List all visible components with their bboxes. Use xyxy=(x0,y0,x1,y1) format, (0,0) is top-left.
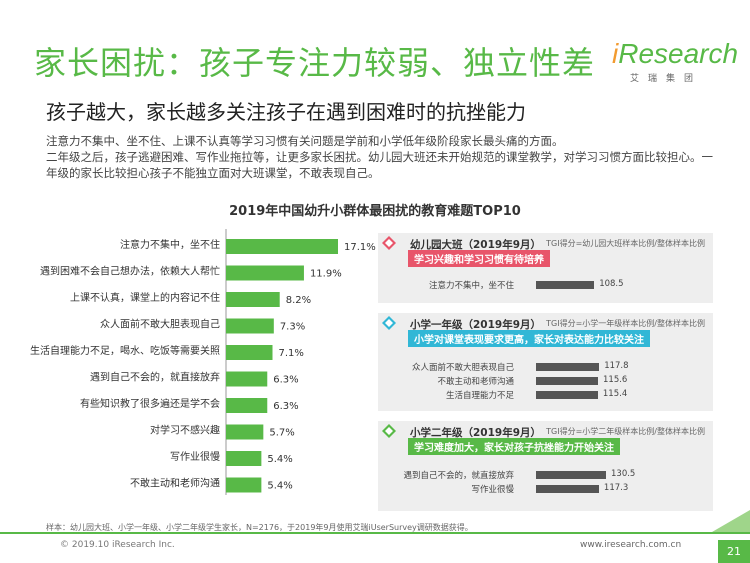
panel-tgi-formula: TGI得分=小学二年级样本比例/整体样本比例 xyxy=(546,427,705,436)
value-label: 5.4% xyxy=(267,481,292,492)
panel-row: 遇到自己不会的，就直接放弃 130.5 xyxy=(378,469,713,481)
iresearch-logo: iResearch 艾瑞集团 xyxy=(612,38,738,90)
panel-row-value: 117.3 xyxy=(603,483,629,493)
panel-row: 生活自理能力不足 115.4 xyxy=(378,389,713,401)
category-label: 上课不认真，课堂上的内容记不住 xyxy=(70,291,220,304)
panel-banner: 学习难度加大，家长对孩子抗挫能力开始关注 xyxy=(408,438,620,455)
panel-row: 众人面前不敢大胆表现自己 117.8 xyxy=(378,361,713,373)
description: 注意力不集中、坐不住、上课不认真等学习习惯有关问题是学前和小学低年级阶段家长最头… xyxy=(46,133,716,181)
value-label: 5.4% xyxy=(267,454,292,465)
diamond-icon xyxy=(382,316,396,330)
website-link[interactable]: www.iresearch.com.cn xyxy=(580,540,682,550)
bar xyxy=(226,239,338,254)
bar xyxy=(226,345,273,360)
panel-row-bar xyxy=(536,485,599,493)
value-label: 7.1% xyxy=(279,348,304,359)
panel-title: 小学一年级（2019年9月） xyxy=(410,319,542,331)
bar xyxy=(226,318,274,334)
footer-divider xyxy=(0,532,712,534)
description-line-1: 注意力不集中、坐不住、上课不认真等学习习惯有关问题是学前和小学低年级阶段家长最头… xyxy=(46,134,564,148)
tgi-panel: 幼儿园大班（2019年9月） TGI得分=幼儿园大班样本比例/整体样本比例学习兴趣… xyxy=(378,233,713,303)
panel-row-value: 115.4 xyxy=(602,389,628,399)
panel-banner: 小学对课堂表现要求更高，家长对表达能力比较关注 xyxy=(408,330,650,347)
footer-divider-end xyxy=(712,532,750,534)
bar xyxy=(226,398,268,413)
panel-row-label: 遇到自己不会的，就直接放弃 xyxy=(403,471,514,481)
panel-row-label: 不敢主动和老师沟通 xyxy=(437,377,514,387)
panel-header: 小学二年级（2019年9月） TGI得分=小学二年级样本比例/整体样本比例学习难度… xyxy=(378,421,713,455)
value-label: 6.3% xyxy=(273,401,298,412)
panel-row-bar xyxy=(536,391,598,399)
description-line-2: 二年级之后，孩子逃避困难、写作业拖拉等，让更多家长困扰。幼儿园大班还未开始规范的… xyxy=(46,150,713,180)
value-label: 7.3% xyxy=(280,322,305,333)
chart-title: 2019年中国幼升小群体最困扰的教育难题TOP10 xyxy=(229,204,521,219)
category-label: 众人面前不敢大胆表现自己 xyxy=(100,318,220,331)
bar xyxy=(226,292,280,307)
corner-decoration xyxy=(712,510,750,532)
logo-i: i xyxy=(612,38,619,69)
panel-tgi-formula: TGI得分=幼儿园大班样本比例/整体样本比例 xyxy=(546,239,705,248)
top10-bar-chart: 注意力不集中，坐不住 17.1% 遇到困难不会自己想办法，依赖大人帮忙 11.9% 上课… xyxy=(30,229,376,495)
panel-title: 小学二年级（2019年9月） xyxy=(410,427,542,439)
copyright: © 2019.10 iResearch Inc. xyxy=(60,540,175,550)
panel-row-value: 117.8 xyxy=(604,361,629,371)
panel-row: 写作业很慢 117.3 xyxy=(378,483,713,495)
page-title: 家长困扰：孩子专注力较弱、独立性差 xyxy=(34,44,596,82)
category-label: 对学习不感兴趣 xyxy=(150,424,220,437)
category-label: 不敢主动和老师沟通 xyxy=(130,477,220,490)
panel-header: 小学一年级（2019年9月） TGI得分=小学一年级样本比例/整体样本比例小学对课… xyxy=(378,313,713,347)
bar xyxy=(226,371,268,387)
panel-row-label: 注意力不集中，坐不住 xyxy=(428,281,514,291)
bar xyxy=(226,265,304,281)
bar xyxy=(226,451,262,466)
page-subtitle: 孩子越大，家长越多关注孩子在遇到困难时的抗挫能力 xyxy=(46,100,526,124)
bar xyxy=(226,424,264,440)
panel-row-value: 115.6 xyxy=(603,375,628,385)
value-label: 11.9% xyxy=(310,269,342,280)
category-label: 遇到自己不会的，就直接放弃 xyxy=(90,371,220,384)
category-label: 注意力不集中，坐不住 xyxy=(120,238,220,251)
value-label: 17.1% xyxy=(344,242,376,253)
panel-title: 幼儿园大班（2019年9月） xyxy=(410,239,542,251)
bar xyxy=(226,477,262,493)
diamond-icon xyxy=(382,236,396,250)
sample-footnote: 样本：幼儿园大班、小学一年级、小学二年级学生家长，N=2176，于2019年9月… xyxy=(46,523,473,532)
panel-row-label: 写作业很慢 xyxy=(471,485,514,495)
panel-row-bar xyxy=(536,377,598,385)
panel-row-value: 108.5 xyxy=(599,279,624,289)
value-label: 6.3% xyxy=(273,375,298,386)
panel-tgi-formula: TGI得分=小学一年级样本比例/整体样本比例 xyxy=(546,319,705,328)
tgi-panel: 小学一年级（2019年9月） TGI得分=小学一年级样本比例/整体样本比例小学对课… xyxy=(378,313,713,411)
value-label: 5.7% xyxy=(269,428,294,439)
logo-research: Research xyxy=(618,38,739,69)
value-label: 8.2% xyxy=(286,295,311,306)
category-label: 遇到困难不会自己想办法，依赖大人帮忙 xyxy=(40,265,220,278)
panel-banner: 学习兴趣和学习习惯有待培养 xyxy=(408,250,550,267)
panel-header: 幼儿园大班（2019年9月） TGI得分=幼儿园大班样本比例/整体样本比例学习兴趣… xyxy=(378,233,713,267)
diamond-icon xyxy=(382,424,396,438)
category-label: 写作业很慢 xyxy=(170,450,220,463)
panel-row-bar xyxy=(536,363,600,371)
panel-row: 注意力不集中，坐不住 108.5 xyxy=(378,279,713,291)
panel-row-bar xyxy=(536,281,595,289)
page-number: 21 xyxy=(718,540,750,563)
panel-row-bar xyxy=(536,471,606,479)
panel-row-label: 生活自理能力不足 xyxy=(445,391,514,401)
tgi-panel: 小学二年级（2019年9月） TGI得分=小学二年级样本比例/整体样本比例学习难度… xyxy=(378,421,713,511)
panel-row-value: 130.5 xyxy=(611,469,636,479)
panel-row: 不敢主动和老师沟通 115.6 xyxy=(378,375,713,387)
category-label: 生活自理能力不足，喝水、吃饭等需要关照 xyxy=(30,344,220,357)
logo-subtitle: 艾瑞集团 xyxy=(630,74,703,84)
category-label: 有些知识教了很多遍还是学不会 xyxy=(80,397,220,410)
panel-row-label: 众人面前不敢大胆表现自己 xyxy=(411,363,514,373)
